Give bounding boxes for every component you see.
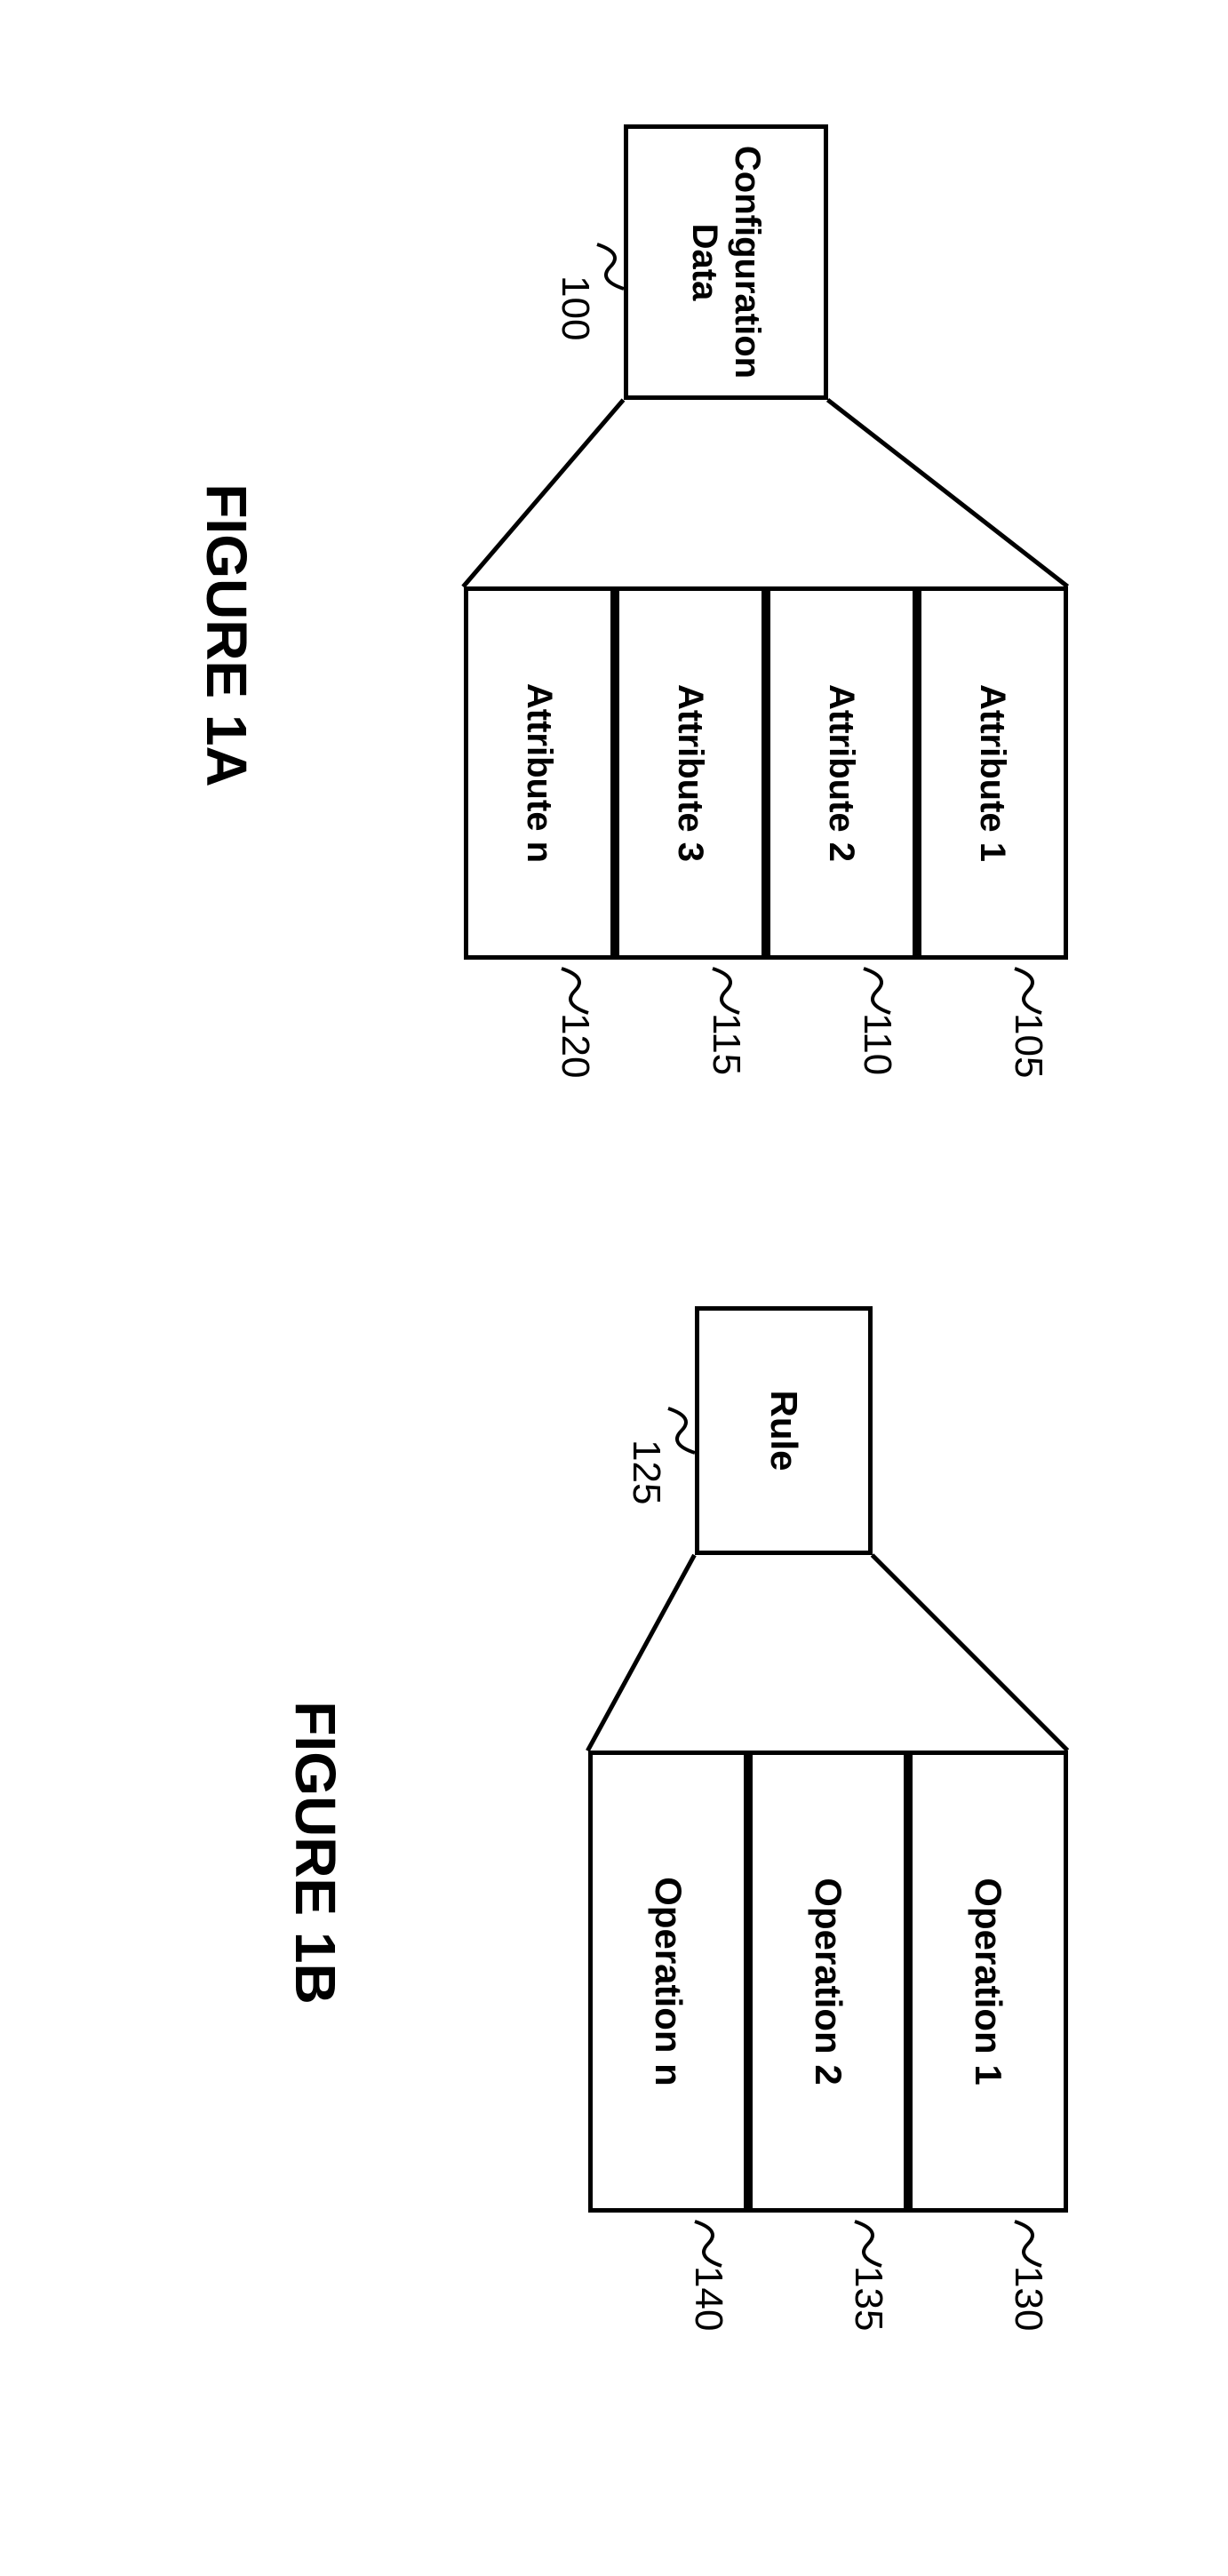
ref-label: 125	[624, 1440, 668, 1504]
ref-connector-icon	[708, 964, 744, 1017]
root-box: Configuration Data	[624, 124, 828, 400]
ref-connector-icon	[1010, 2217, 1046, 2270]
root-box: Rule	[695, 1306, 873, 1555]
caption-1a: FIGURE 1A	[194, 483, 259, 786]
connector-line	[871, 1553, 1070, 1752]
ref-connector-icon	[557, 964, 593, 1017]
ref-connector-icon	[690, 2217, 726, 2270]
caption-1b: FIGURE 1B	[283, 1701, 348, 2004]
ref-label: 140	[686, 2266, 730, 2331]
ref-connector-icon	[859, 964, 895, 1017]
page: Configuration Data 100 Attribute 1 105 Attri…	[0, 0, 1228, 2576]
rotated-wrapper: Configuration Data 100 Attribute 1 105 Attri…	[0, 0, 1228, 2576]
ref-label: 120	[553, 1013, 597, 1078]
child-box: Operation 1	[908, 1751, 1068, 2213]
ref-connector-icon	[850, 2217, 886, 2270]
ref-connector-icon	[593, 240, 628, 293]
child-box: Operation 2	[748, 1751, 908, 2213]
connector-line	[462, 398, 626, 587]
ref-label: 135	[846, 2266, 890, 2331]
connector-line	[586, 1554, 697, 1751]
child-box: Attribute n	[464, 586, 615, 960]
figures-row: Configuration Data 100 Attribute 1 105 Attri…	[0, 0, 1228, 2576]
ref-connector-icon	[664, 1404, 699, 1457]
ref-label: 110	[855, 1013, 899, 1075]
ref-label: 130	[1006, 2266, 1050, 2331]
diagram-1b: Rule 125 Operation 1 130 Operation 2 135 Opera…	[393, 1306, 1121, 2399]
child-box: Attribute 1	[917, 586, 1068, 960]
ref-label: 115	[704, 1013, 748, 1075]
diagram-1a: Configuration Data 100 Attribute 1 105 Attri…	[304, 124, 1121, 1146]
ref-label: 105	[1006, 1013, 1050, 1078]
child-box: Attribute 2	[766, 586, 917, 960]
figure-1a: Configuration Data 100 Attribute 1 105 Attri…	[194, 124, 1121, 1146]
child-box: Attribute 3	[615, 586, 766, 960]
connector-line	[826, 398, 1069, 588]
ref-connector-icon	[1010, 964, 1046, 1017]
figure-1b: Rule 125 Operation 1 130 Operation 2 135 Opera…	[283, 1306, 1121, 2399]
child-box: Operation n	[588, 1751, 748, 2213]
ref-label: 100	[553, 275, 597, 340]
